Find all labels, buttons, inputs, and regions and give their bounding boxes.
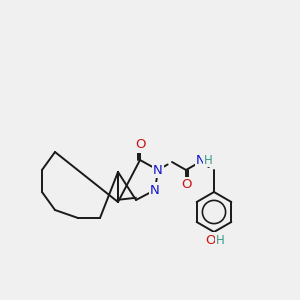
Text: N: N bbox=[196, 154, 206, 167]
Text: O: O bbox=[181, 178, 191, 191]
Text: H: H bbox=[216, 233, 224, 247]
Text: H: H bbox=[204, 154, 212, 166]
Text: N: N bbox=[153, 164, 163, 176]
Text: O: O bbox=[135, 139, 145, 152]
Text: N: N bbox=[150, 184, 160, 196]
Text: O: O bbox=[206, 233, 216, 247]
